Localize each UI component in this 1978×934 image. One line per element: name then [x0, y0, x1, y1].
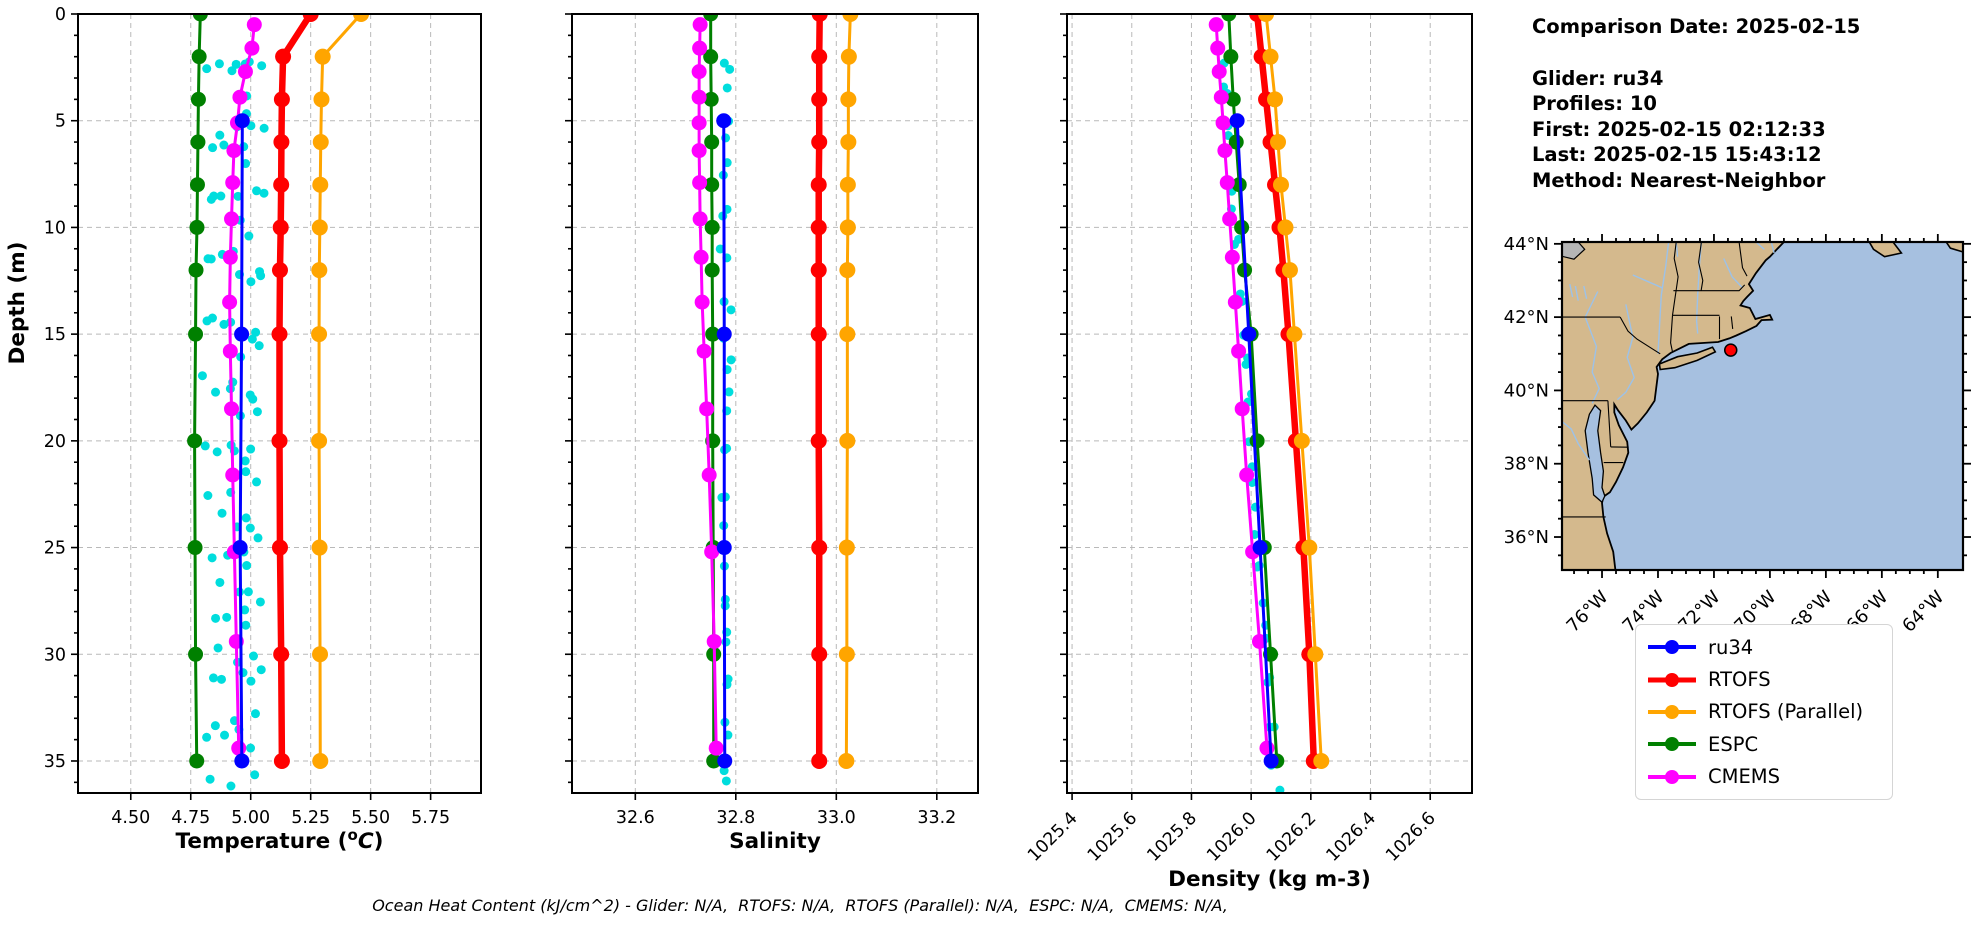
salinity-grid: [572, 13, 978, 793]
salinity-xtick-label: 33.0: [817, 808, 856, 828]
rivers: [1562, 242, 1775, 461]
density-axis-label: Density (kg m-3): [1168, 867, 1371, 892]
legend-swatch-espc: [1648, 737, 1696, 752]
legend-swatch-rtofs-parallel: [1648, 704, 1696, 719]
temperature-xtick-label: 4.50: [111, 808, 150, 828]
map-lat-label: 40°N: [1504, 380, 1549, 401]
salinity-panel: 32.6 32.8 33.0 33.2 Salinity: [565, 13, 979, 854]
salinity-ticks: [565, 13, 938, 800]
temperature-xtick-label: 5.75: [411, 808, 450, 828]
rtofs-parallel-temperature-line: [311, 14, 370, 769]
map-lon-label: 64°W: [1898, 587, 1948, 637]
depth-axis-label: Depth (m): [5, 242, 30, 365]
long-island: [1658, 346, 1717, 371]
lake-ontario: [1562, 242, 1586, 260]
metadata-line: First: 2025-02-15 02:12:33: [1532, 117, 1826, 141]
salinity-xtick-label: 32.6: [616, 808, 655, 828]
legend-label: RTOFS (Parallel): [1708, 700, 1864, 724]
ru34-salinity-line: [716, 113, 733, 769]
rtofs-salinity-line: [810, 14, 828, 769]
metadata-block: Comparison Date: 2025-02-15 Glider: ru34…: [1532, 14, 1860, 193]
cmems-salinity-line: [691, 17, 724, 756]
ohc-caption: Ocean Heat Content (kJ/cm^2) - Glider: N…: [372, 896, 1228, 915]
temperature-xtick-label: 5.00: [231, 808, 270, 828]
rtofs-temperature-line: [271, 14, 319, 769]
depth-tick-label: 10: [44, 218, 66, 238]
temperature-xtick-label: 5.25: [291, 808, 330, 828]
legend-label: ru34: [1708, 635, 1754, 659]
salinity-axis-label: Salinity: [729, 829, 821, 854]
rtofs-parallel-salinity-line: [838, 14, 859, 769]
density-ticks: [1060, 13, 1432, 800]
temperature-xtick-label: 5.50: [351, 808, 390, 828]
legend-label: CMEMS: [1708, 765, 1780, 789]
cmems-density-line: [1208, 17, 1275, 756]
legend-swatch-ru34: [1648, 640, 1696, 655]
legend-item-espc: ESPC: [1646, 728, 1882, 760]
map-lat-label: 38°N: [1504, 454, 1549, 475]
depth-tick-label: 25: [44, 539, 66, 559]
map-lon-label: 76°W: [1563, 587, 1613, 637]
salinity-xtick-label: 33.2: [917, 808, 956, 828]
metadata-line: Last: 2025-02-15 15:43:12: [1532, 143, 1822, 166]
legend-item-rtofs-parallel: RTOFS (Parallel): [1646, 696, 1882, 728]
ru34-temperature-line: [232, 113, 250, 769]
depth-tick-label: 0: [55, 5, 66, 25]
chesapeake-bay: [1584, 404, 1606, 504]
legend-item-cmems: CMEMS: [1646, 761, 1882, 793]
map-lat-label: 44°N: [1504, 234, 1549, 255]
map-panel: 44°N42°N40°N38°N36°N76°W 74°W 72°W 70°W 68°W…: [1504, 234, 1971, 637]
depth-tick-label: 15: [44, 325, 66, 345]
temperature-axis-label: Temperature (oC): [176, 826, 384, 854]
temperature-xtick-label: 4.75: [171, 808, 210, 828]
glider-position-marker: [1723, 343, 1738, 357]
temperature-panel: 4.50 4.75 5.00 5.25 5.50 5.75 0 5 10 15 20 25 30 35 De…: [5, 5, 482, 854]
coast-corner: [1945, 242, 1963, 253]
map-ticks: [1554, 234, 1971, 578]
depth-tick-label: 5: [55, 112, 66, 132]
metadata-line: Method: Nearest-Neighbor: [1532, 168, 1826, 192]
depth-tick-label: 30: [44, 645, 66, 665]
depth-tick-label: 20: [44, 432, 66, 452]
profile-panels: 4.50 4.75 5.00 5.25 5.50 5.75 0 5 10 15 20 25 30 35 De…: [5, 5, 1473, 892]
metadata-line: Glider: ru34: [1532, 66, 1664, 90]
nova-scotia: [1868, 242, 1903, 258]
rtofs-parallel-density-line: [1258, 14, 1330, 769]
legend-label: RTOFS: [1708, 668, 1771, 692]
legend-swatch-cmems: [1648, 769, 1696, 784]
glider-metadata-lines: Glider: ru34 Profiles: 10 First: 2025-02-1…: [1532, 66, 1860, 194]
espc-temperature-line: [187, 14, 208, 769]
state-borders: [1562, 242, 1748, 518]
map-lat-label: 36°N: [1504, 527, 1549, 548]
comparison-date: Comparison Date: 2025-02-15: [1532, 15, 1861, 38]
metadata-line: Profiles: 10: [1532, 92, 1657, 115]
salinity-xtick-label: 32.8: [716, 808, 755, 828]
ru34-density-line: [1229, 113, 1279, 769]
legend: ru34 RTOFS RTOFS (Parallel) ESPC CMEMS: [1635, 624, 1893, 800]
depth-tick-label: 35: [44, 752, 66, 772]
temperature-ticks: [71, 13, 432, 800]
legend-label: ESPC: [1708, 732, 1759, 756]
cmems-temperature-line: [222, 17, 262, 756]
map-lat-label: 42°N: [1504, 307, 1549, 328]
legend-item-rtofs: RTOFS: [1646, 664, 1882, 696]
legend-item-ru34: ru34: [1646, 631, 1882, 663]
legend-swatch-rtofs: [1648, 672, 1696, 687]
